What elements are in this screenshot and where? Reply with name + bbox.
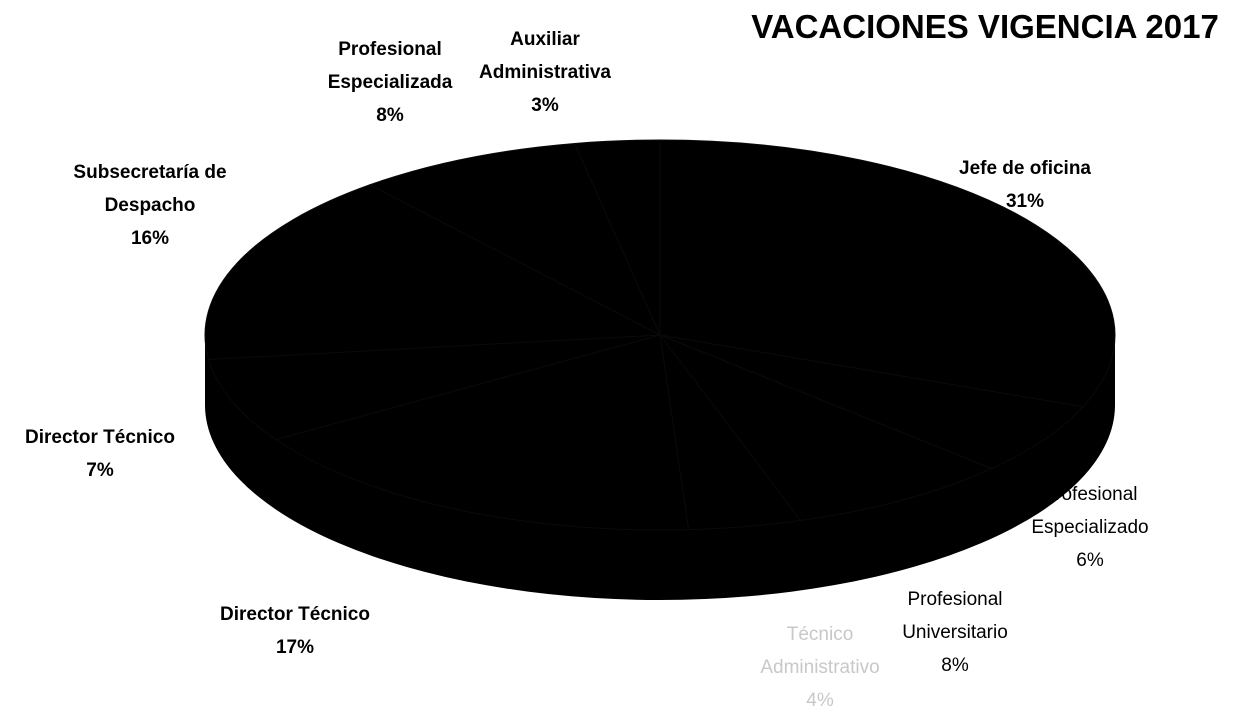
category-label: Director Técnico — [25, 427, 175, 448]
data-label: Director Técnico 17% — [220, 598, 370, 664]
pie-slice — [658, 333, 993, 521]
value-label: 7% — [86, 460, 114, 481]
data-label: Profesional Universitario 8% — [902, 583, 1008, 682]
pie-slice — [274, 334, 690, 531]
data-label: Profesional Especializado 6% — [1031, 478, 1148, 577]
data-label: Director Técnico 7% — [25, 421, 175, 487]
data-label: Técnico Administrativo 4% — [760, 618, 879, 713]
value-label: 4% — [806, 690, 834, 711]
pie-slice — [204, 184, 662, 360]
data-label: Jefe de oficina 31% — [959, 152, 1091, 218]
chart-title: VACACIONES VIGENCIA 2017 — [751, 8, 1219, 45]
category-label: Profesional Universitario — [902, 589, 1008, 643]
category-label: Auxiliar Administrativa — [479, 29, 611, 83]
value-label: 3% — [531, 95, 559, 116]
value-label: 16% — [130, 228, 170, 249]
value-label: 31% — [1005, 191, 1045, 212]
category-label: Director Técnico — [220, 604, 370, 625]
category-label: Profesional Especializado — [1031, 484, 1149, 538]
data-label: Subsecretaría de Despacho 16% — [73, 156, 226, 255]
category-label: Subsecretaría de Despacho — [73, 162, 227, 216]
category-label: Jefe de oficina — [959, 158, 1091, 179]
pie-slice — [207, 334, 661, 441]
pie-slice — [573, 139, 661, 336]
data-label: Auxiliar Administrativa 3% — [479, 23, 611, 122]
category-label: Técnico Administrativo — [760, 624, 880, 678]
pie-slice — [659, 139, 1116, 408]
pie-side — [205, 335, 1115, 600]
pie-slice — [659, 334, 1085, 470]
category-label: Profesional Especializada — [327, 39, 453, 93]
value-label: 6% — [1076, 550, 1104, 571]
value-label: 8% — [376, 105, 404, 126]
data-label: Profesional Especializada 8% — [328, 33, 453, 132]
pie-slice — [368, 142, 662, 337]
value-label: 17% — [275, 637, 315, 658]
value-label: 8% — [941, 655, 969, 676]
